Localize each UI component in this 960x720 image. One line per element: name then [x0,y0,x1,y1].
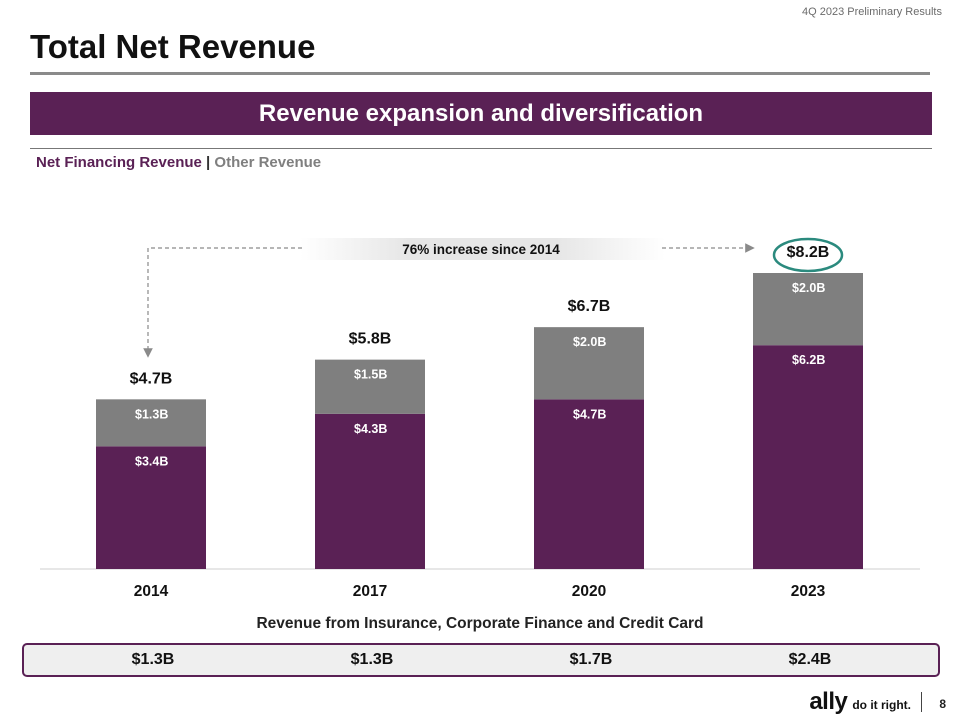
arrow-to-2014 [143,247,302,358]
brand-logo: ally do it right. [809,688,922,716]
label-net-financing-2020: $4.7B [573,407,606,421]
highlight-circle-icon [772,237,844,273]
total-label-2020: $6.7B [568,298,611,315]
category-label-2017: 2017 [353,583,387,600]
category-label-2023: 2023 [791,583,826,600]
bar-other-revenue-2020 [534,327,644,400]
label-other-revenue-2020: $2.0B [573,335,606,349]
legend-net-financing-revenue: Net Financing Revenue [36,154,202,171]
page-number: 8 [939,697,946,711]
insurance-caption: Revenue from Insurance, Corporate Financ… [256,615,704,632]
legend-separator: | [206,154,211,171]
banner-divider [30,148,932,149]
annotation-text: 76% increase since 2014 [402,242,560,257]
insurance-value-2020: $1.7B [569,651,613,668]
label-other-revenue-2014: $1.3B [135,407,168,421]
annotation-band [300,238,665,260]
chart-legend: Net Financing Revenue | Other Revenue [36,154,321,171]
total-label-2017: $5.8B [349,331,392,348]
category-label-2014: 2014 [134,583,169,600]
brand-tagline: do it right. [852,698,911,712]
title-divider [30,72,930,75]
bar-net-financing-2023 [753,345,863,569]
brand-divider [921,692,922,712]
insurance-revenue-box: $1.3B $1.3B $1.7B $2.4B [22,643,940,677]
legend-other-revenue: Other Revenue [214,154,322,171]
brand-ally-wordmark: ally [809,688,848,715]
category-label-2020: 2020 [572,583,606,600]
bar-other-revenue-2017 [315,359,425,414]
bar-net-financing-2017 [315,413,425,569]
insurance-value-2023: $2.4B [788,651,832,668]
bar-other-revenue-2014 [96,399,206,447]
insurance-value-2014: $1.3B [131,651,175,668]
report-label: 4Q 2023 Preliminary Results [801,6,942,18]
total-label-2014: $4.7B [130,370,173,387]
label-other-revenue-2023: $2.0B [792,281,825,295]
total-label-2023: $8.2B [787,244,830,261]
label-net-financing-2017: $4.3B [354,422,387,436]
page-title: Total Net Revenue [30,28,316,65]
label-net-financing-2023: $6.2B [792,353,825,367]
bar-net-financing-2020 [534,399,644,569]
label-other-revenue-2017: $1.5B [354,368,387,382]
label-net-financing-2014: $3.4B [135,454,168,468]
stacked-revenue-chart: $3.4B $1.3B $4.7B 2014 $4.3B $1.5B $5.8B 2017 $4… [40,237,920,600]
bar-other-revenue-2023 [753,273,863,346]
bar-net-financing-2014 [96,446,206,569]
insurance-value-2017: $1.3B [350,651,394,668]
section-banner: Revenue expansion and diversification [30,92,932,135]
